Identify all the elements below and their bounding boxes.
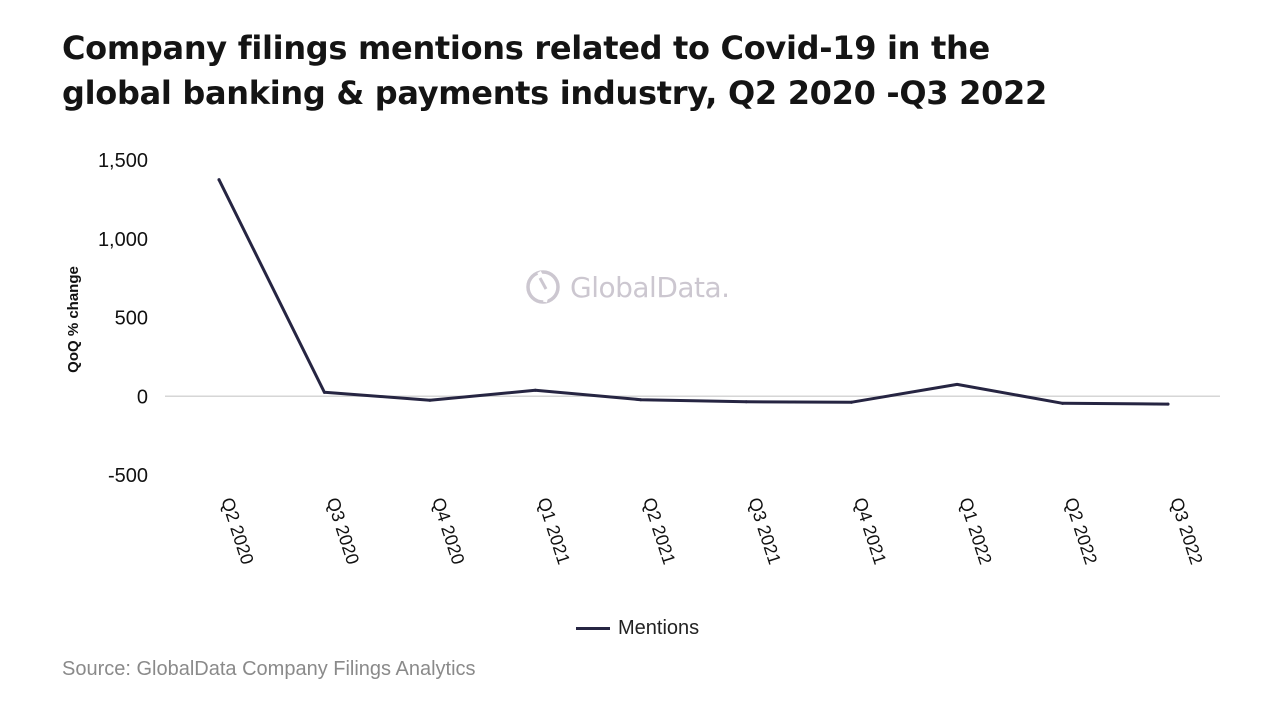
- x-axis-ticks: Q2 2020 Q3 2020 Q4 2020 Q1 2021 Q2 2021 Q3 20…: [217, 495, 1206, 567]
- watermark: GlobalData.: [524, 268, 730, 306]
- x-tick-label: Q2 2020: [217, 495, 257, 567]
- chart-title-line-1: Company filings mentions related to Covi…: [62, 29, 990, 67]
- data-point: [1166, 402, 1170, 406]
- y-axis-ticks: 1,500 1,000 500 0 -500: [98, 150, 148, 487]
- legend-label-mentions: Mentions: [618, 617, 700, 639]
- x-tick-label: Q2 2021: [639, 495, 679, 567]
- y-tick-label: 1,500: [98, 150, 148, 172]
- data-point: [217, 178, 221, 182]
- y-tick-label: -500: [108, 465, 148, 487]
- series-group: [217, 178, 1170, 406]
- chart-title: Company filings mentions related to Covi…: [62, 26, 1162, 116]
- x-tick-label: Q2 2022: [1061, 495, 1101, 567]
- x-tick-label: Q3 2020: [323, 495, 363, 567]
- series-line-mentions: [217, 178, 1170, 406]
- x-tick-label: Q1 2022: [955, 495, 995, 567]
- data-point: [955, 382, 959, 386]
- y-tick-label: 500: [115, 308, 148, 330]
- data-point: [639, 398, 643, 402]
- x-tick-label: Q4 2021: [850, 495, 890, 567]
- data-point: [322, 390, 326, 394]
- data-point: [428, 398, 432, 402]
- chart-title-line-2: global banking & payments industry, Q2 2…: [62, 74, 1047, 112]
- data-point: [533, 388, 537, 392]
- watermark-brand: GlobalData.: [570, 270, 730, 304]
- legend-swatch-mentions: [576, 627, 610, 630]
- y-axis-title-group: QoQ % change: [65, 266, 82, 373]
- source-note: Source: GlobalData Company Filings Analy…: [62, 658, 476, 680]
- x-tick-label: Q1 2021: [534, 495, 574, 567]
- data-point: [850, 400, 854, 404]
- y-tick-label: 0: [137, 386, 148, 408]
- x-tick-label: Q3 2021: [744, 495, 784, 567]
- globaldata-logo-icon: [526, 270, 560, 304]
- y-axis-title: QoQ % change: [65, 266, 82, 373]
- x-tick-label: Q3 2022: [1166, 495, 1206, 567]
- y-tick-label: 1,000: [98, 229, 148, 251]
- x-tick-label: Q4 2020: [428, 495, 468, 567]
- data-point: [744, 400, 748, 404]
- data-point: [1061, 401, 1065, 405]
- legend: Mentions: [576, 617, 699, 640]
